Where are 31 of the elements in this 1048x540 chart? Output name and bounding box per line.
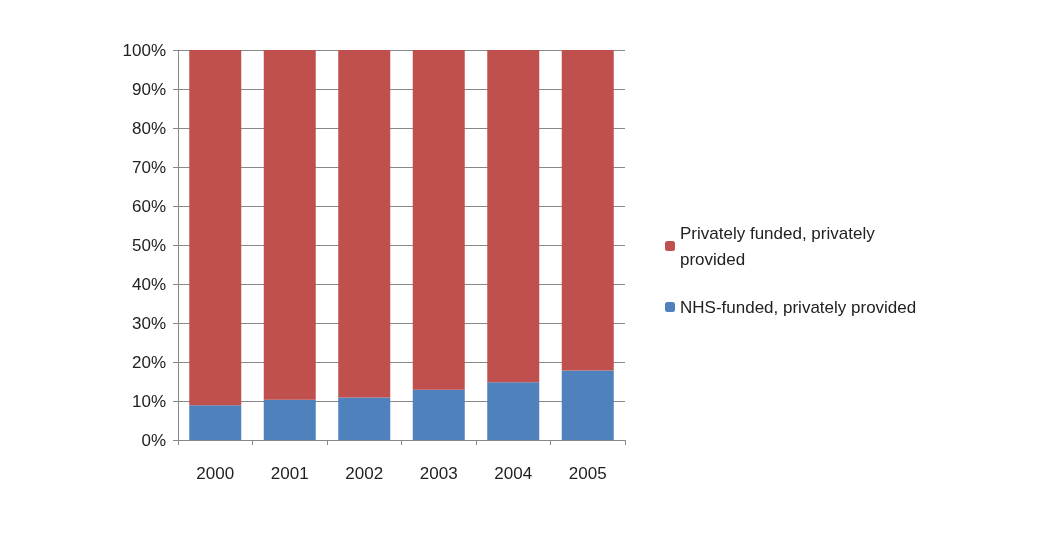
bar bbox=[561, 370, 614, 440]
bar bbox=[412, 389, 465, 440]
bar bbox=[263, 399, 316, 440]
y-tick-label: 30% bbox=[131, 313, 166, 333]
x-tick-label: 2005 bbox=[568, 464, 607, 483]
y-tick-label: 50% bbox=[131, 235, 166, 255]
bar bbox=[338, 397, 391, 440]
legend-label: Privately funded, privately provided bbox=[680, 223, 880, 269]
x-tick-label: 2004 bbox=[494, 464, 533, 483]
x-tick-label: 2003 bbox=[419, 464, 458, 483]
bar bbox=[487, 382, 540, 440]
y-tick-label: 100% bbox=[122, 40, 166, 60]
x-tick-label: 2002 bbox=[345, 464, 384, 483]
y-tick-label: 70% bbox=[131, 157, 166, 177]
bar bbox=[263, 50, 316, 400]
y-tick-label: 90% bbox=[131, 79, 166, 99]
bar bbox=[487, 50, 540, 383]
y-tick-label: 0% bbox=[141, 430, 166, 450]
bar bbox=[189, 405, 242, 440]
bar bbox=[561, 50, 614, 371]
bar bbox=[412, 50, 465, 390]
y-tick-label: 40% bbox=[131, 274, 166, 294]
y-tick-label: 10% bbox=[131, 391, 166, 411]
x-tick-label: 2001 bbox=[270, 464, 309, 483]
bar bbox=[338, 50, 391, 398]
y-tick-label: 60% bbox=[131, 196, 166, 216]
bar bbox=[189, 50, 242, 406]
legend-label: NHS-funded, privately provided bbox=[680, 297, 917, 317]
y-tick-label: 80% bbox=[131, 118, 166, 138]
x-tick-label: 2000 bbox=[196, 464, 235, 483]
y-tick-label: 20% bbox=[131, 352, 166, 372]
